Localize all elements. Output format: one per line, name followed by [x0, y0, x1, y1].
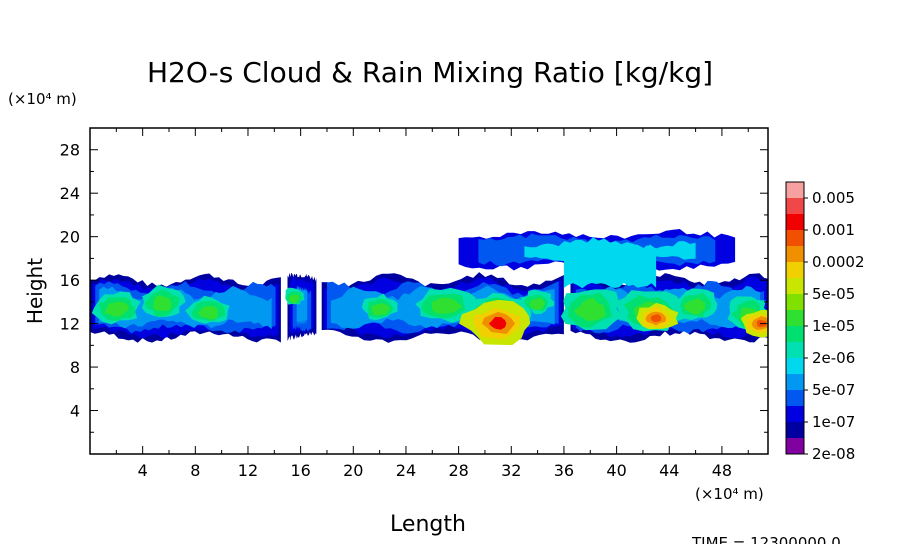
colorbar-swatch — [786, 438, 804, 455]
x-tick-label: 8 — [190, 461, 200, 480]
y-tick-label: 28 — [60, 141, 80, 160]
x-tick-label: 24 — [396, 461, 416, 480]
cloud-core — [431, 297, 463, 314]
x-tick-label: 32 — [501, 461, 521, 480]
y-axis-label: Height — [23, 258, 47, 324]
y-tick-label: 4 — [70, 402, 80, 421]
cloud-core — [288, 294, 300, 304]
colorbar-label: 0.001 — [812, 221, 855, 239]
x-tick-label: 20 — [343, 461, 363, 480]
colorbar-label: 2e-08 — [812, 445, 855, 463]
updraft-column — [563, 244, 657, 289]
chart-title: H2O-s Cloud & Rain Mixing Ratio [kg/kg] — [147, 56, 713, 89]
cloud-core — [371, 303, 390, 316]
cloud-core — [104, 301, 129, 317]
plot-area — [90, 229, 768, 345]
colorbar-swatch — [786, 406, 804, 423]
time-label: TIME = 12300000.0 — [691, 534, 841, 544]
colorbar-swatch — [786, 182, 804, 199]
plot-frame — [89, 127, 769, 455]
x-tick-label: 40 — [606, 461, 626, 480]
cloud-maximum — [488, 316, 507, 330]
colorbar-label: 0.005 — [812, 189, 855, 207]
colorbar: 0.005 0.001 0.0002 5e-05 1e-05 2e-06 5e-07 1e-0… — [785, 181, 865, 463]
x-ticks: 4 8 12 16 20 24 28 32 36 40 44 48 — [115, 128, 749, 480]
colorbar-swatch — [786, 198, 804, 215]
cloud-contour — [99, 286, 272, 330]
cloud-core — [573, 298, 606, 322]
colorbar-swatch — [786, 246, 804, 263]
y-ticks: 4 8 12 16 20 24 28 — [60, 127, 768, 433]
y-tick-label: 8 — [70, 358, 80, 377]
colorbar-label: 1e-07 — [812, 413, 855, 431]
colorbar-swatch — [786, 230, 804, 247]
cloud-maximum — [650, 314, 662, 323]
x-axis-label: Length — [390, 512, 466, 537]
x-tick-label: 44 — [659, 461, 679, 480]
colorbar-label: 2e-06 — [812, 349, 855, 367]
colorbar-swatch — [786, 262, 804, 279]
colorbar-swatch — [786, 310, 804, 327]
y-tick-label: 24 — [60, 184, 80, 203]
x-tick-label: 36 — [554, 461, 574, 480]
colorbar-label: 5e-05 — [812, 285, 855, 303]
x-tick-label: 16 — [290, 461, 310, 480]
colorbar-swatch — [786, 294, 804, 311]
cloud-core — [529, 297, 545, 310]
x-tick-label: 48 — [712, 461, 732, 480]
y-tick-label: 20 — [60, 228, 80, 247]
colorbar-frame — [785, 181, 805, 455]
colorbar-label: 5e-07 — [812, 381, 855, 399]
cloud-core — [683, 297, 706, 315]
colorbar-swatch — [786, 390, 804, 407]
colorbar-swatch — [786, 214, 804, 231]
x-tick-label: 12 — [238, 461, 258, 480]
y-tick-label: 12 — [60, 315, 80, 334]
x-tick-label: 28 — [448, 461, 468, 480]
colorbar-swatch — [786, 422, 804, 439]
y-unit-label: (×10⁴ m) — [8, 90, 77, 108]
colorbar-swatch — [786, 278, 804, 295]
colorbar-swatch — [786, 374, 804, 391]
colorbar-swatch — [786, 342, 804, 359]
cloud-core — [153, 295, 172, 312]
cloud-core — [197, 305, 218, 320]
x-unit-label: (×10⁴ m) — [695, 485, 764, 503]
y-tick-label: 16 — [60, 271, 80, 290]
colorbar-swatch — [786, 358, 804, 375]
colorbar-label: 0.0002 — [812, 253, 865, 271]
colorbar-label: 1e-05 — [812, 317, 855, 335]
x-tick-label: 4 — [138, 461, 148, 480]
colorbar-swatch — [786, 326, 804, 343]
